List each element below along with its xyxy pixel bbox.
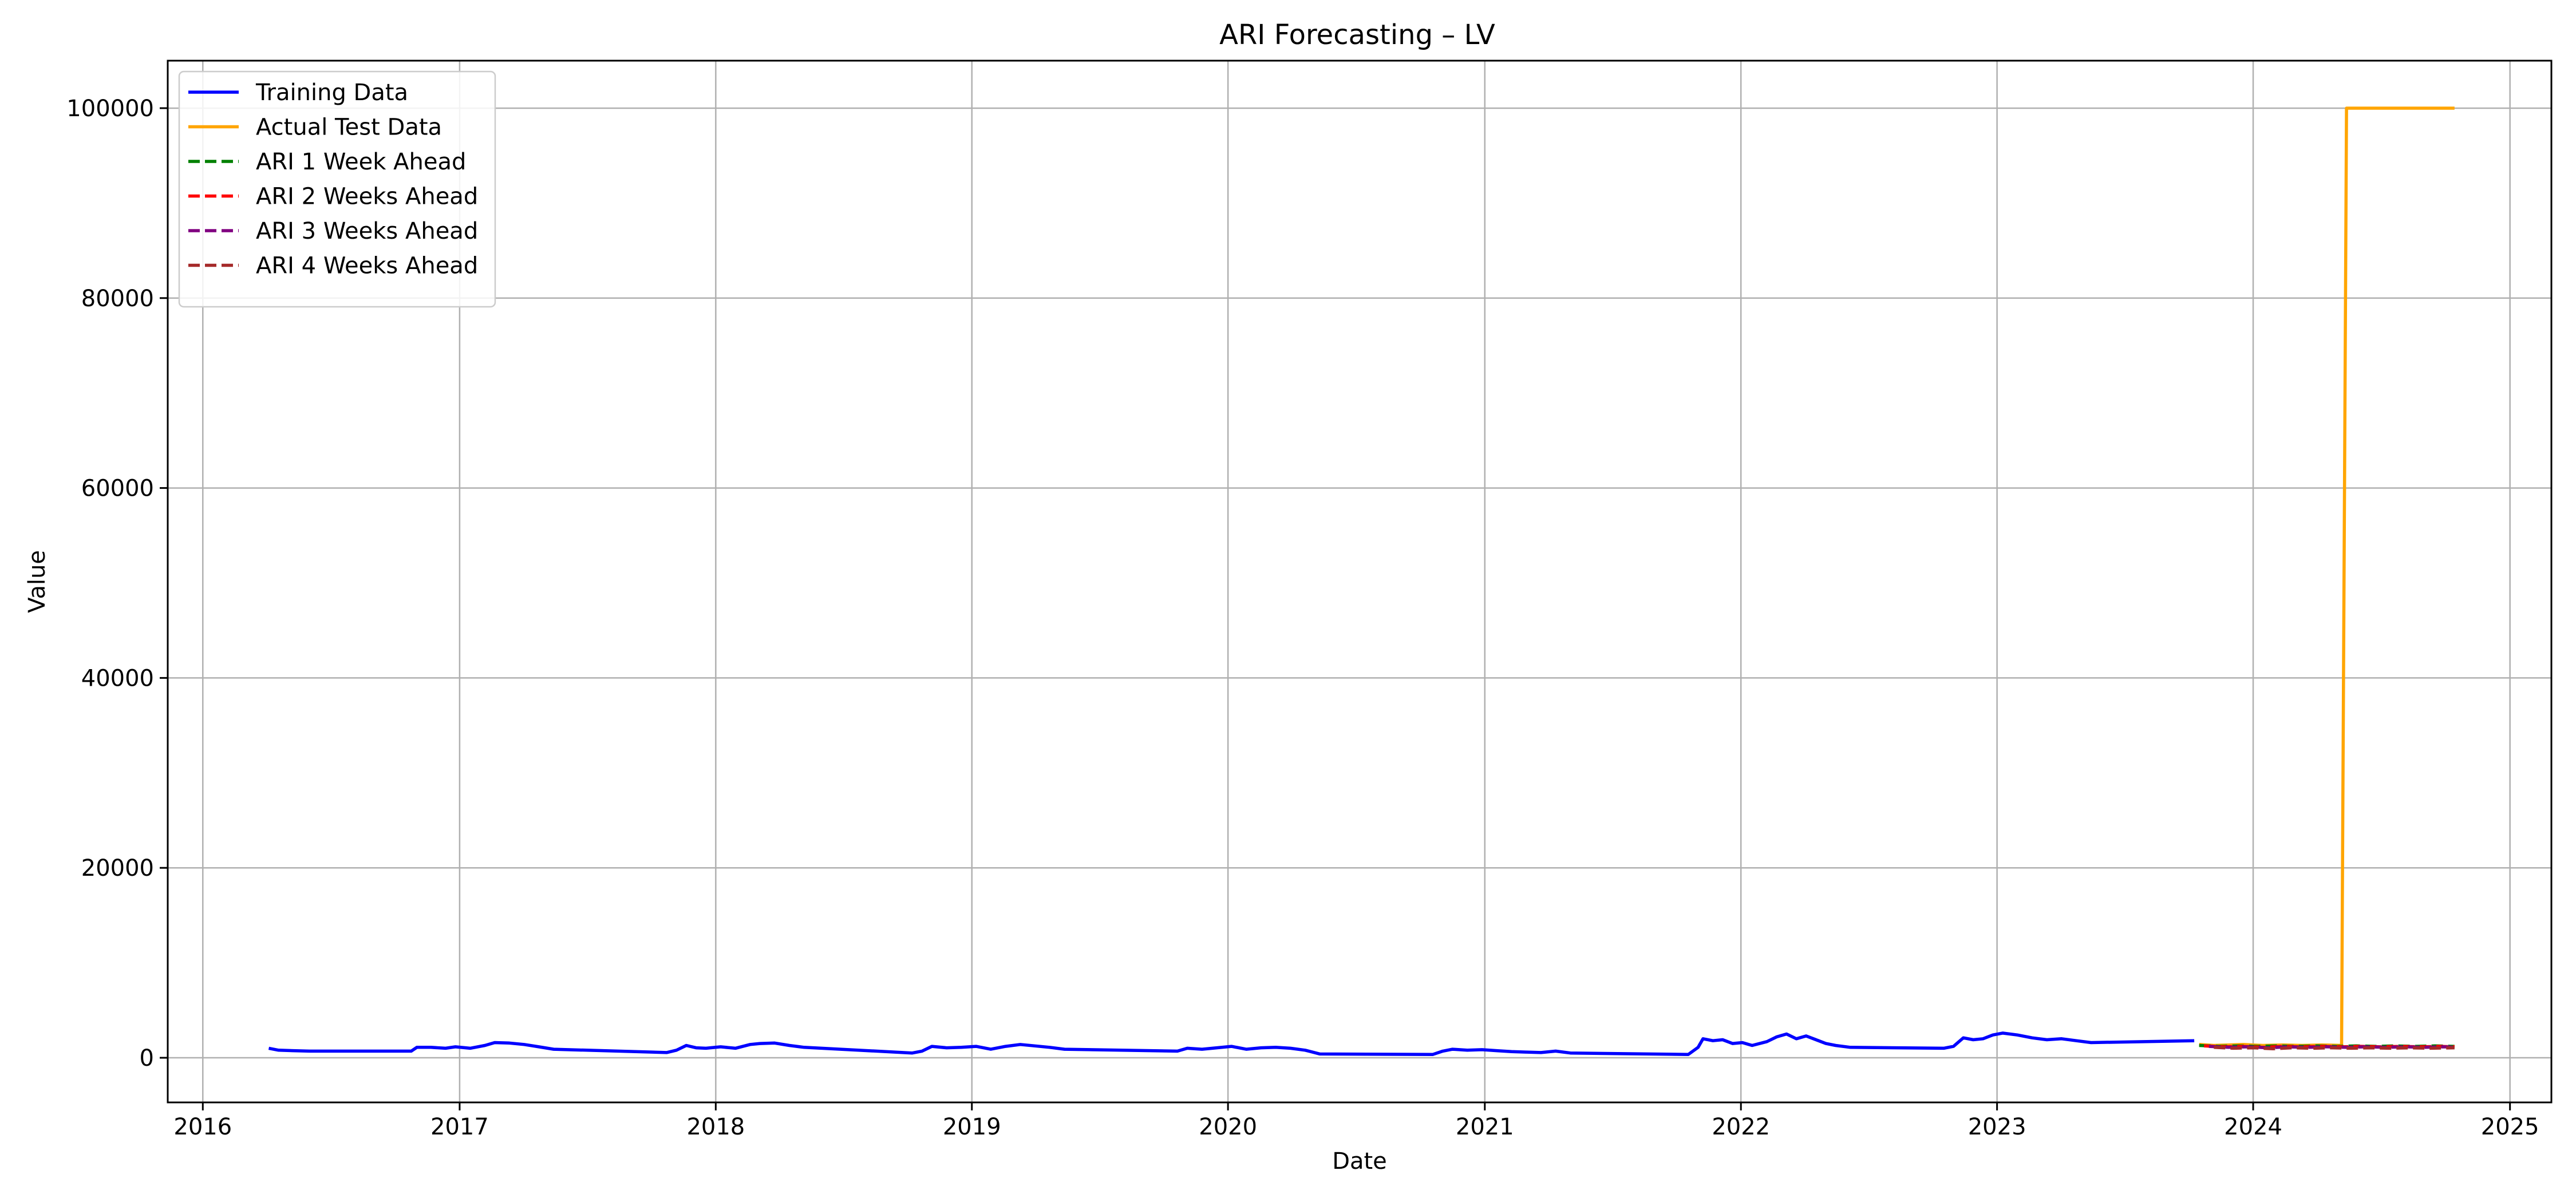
- plot-frame: [167, 60, 2553, 1104]
- series-lines: [268, 106, 2455, 1056]
- legend-label: ARI 3 Weeks Ahead: [256, 218, 478, 244]
- series-line-0: [268, 1031, 2195, 1056]
- x-tick-label: 2017: [430, 1114, 489, 1140]
- legend-label: ARI 2 Weeks Ahead: [256, 184, 478, 210]
- legend-label: ARI 4 Weeks Ahead: [256, 253, 478, 279]
- axis-ticks: 2016 2017 2018 2019 2020 2021 2022 2023 2024 2025…: [66, 96, 2539, 1140]
- legend-label: Training Data: [255, 80, 408, 106]
- x-tick-label: 2019: [943, 1114, 1001, 1140]
- y-tick-label: 40000: [81, 665, 154, 691]
- grid: [168, 61, 2551, 1102]
- chart-title: ARI Forecasting – LV: [1219, 19, 1495, 51]
- series-line-5: [2214, 1046, 2455, 1051]
- x-tick-label: 2016: [173, 1114, 232, 1140]
- legend-box: [178, 70, 496, 308]
- y-tick-label: 80000: [81, 286, 154, 312]
- legend-label: ARI 1 Week Ahead: [256, 149, 466, 175]
- x-tick-label: 2024: [2224, 1114, 2282, 1140]
- x-tick-label: 2023: [1968, 1114, 2026, 1140]
- legend: Training Data Actual Test Data ARI 1 Week …: [178, 70, 496, 308]
- x-tick-label: 2021: [1456, 1114, 1514, 1140]
- legend-label: Actual Test Data: [256, 114, 442, 141]
- x-tick-label: 2020: [1199, 1114, 1257, 1140]
- y-axis-label: Value: [24, 550, 50, 613]
- x-axis-label: Date: [1332, 1148, 1387, 1175]
- y-tick-label: 0: [140, 1045, 154, 1071]
- y-tick-label: 60000: [81, 476, 154, 502]
- x-tick-label: 2025: [2481, 1114, 2539, 1140]
- x-tick-label: 2022: [1712, 1114, 1770, 1140]
- y-tick-label: 20000: [81, 855, 154, 881]
- y-tick-label: 100000: [66, 96, 154, 122]
- x-tick-label: 2018: [686, 1114, 745, 1140]
